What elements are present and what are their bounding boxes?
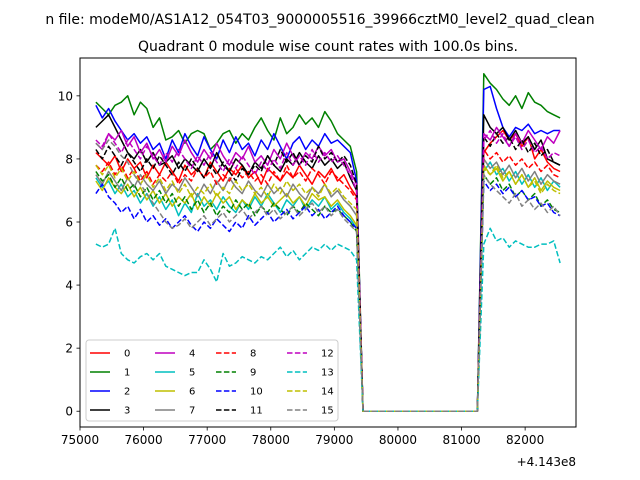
- x-tick-label: 82000: [506, 433, 544, 447]
- legend-label-12: 12: [321, 349, 334, 360]
- chart-title: Quadrant 0 module wise count rates with …: [138, 39, 518, 55]
- x-axis: 75000 76000 77000 78000 79000 80000 81000 82000: [61, 427, 544, 447]
- y-tick-label: 2: [65, 342, 73, 356]
- y-tick-label: 0: [65, 405, 73, 419]
- legend-label-6: 6: [189, 387, 195, 398]
- series-layer: [95, 73, 561, 412]
- legend-label-15: 15: [321, 406, 334, 417]
- x-tick-label: 80000: [379, 433, 417, 447]
- x-tick-label: 76000: [124, 433, 162, 447]
- legend-label-13: 13: [321, 368, 334, 379]
- legend-label-11: 11: [250, 406, 263, 417]
- x-tick-label: 77000: [188, 433, 226, 447]
- figure-suptitle: n file: modeM0/AS1A12_054T03_9000005516_…: [45, 12, 594, 28]
- y-tick-label: 8: [65, 152, 73, 166]
- legend-label-0: 0: [124, 349, 130, 360]
- y-tick-label: 10: [58, 89, 73, 103]
- x-tick-label: 75000: [61, 433, 99, 447]
- legend-label-7: 7: [189, 406, 195, 417]
- series-line-15: [95, 139, 561, 412]
- legend-label-4: 4: [189, 349, 195, 360]
- legend-label-2: 2: [124, 387, 130, 398]
- y-axis: 0 2 4 6 8 10: [58, 89, 80, 419]
- legend-label-14: 14: [321, 387, 334, 398]
- legend-label-1: 1: [124, 368, 130, 379]
- x-tick-label: 79000: [315, 433, 353, 447]
- legend-frame: [85, 339, 339, 422]
- legend-label-5: 5: [189, 368, 195, 379]
- y-tick-label: 4: [65, 279, 73, 293]
- y-tick-label: 6: [65, 216, 73, 230]
- legend-label-8: 8: [250, 349, 256, 360]
- legend-label-9: 9: [250, 368, 256, 379]
- x-offset-label: +4.143e8: [517, 455, 576, 469]
- x-tick-label: 81000: [442, 433, 480, 447]
- x-tick-label: 78000: [252, 433, 290, 447]
- series-line-13: [95, 227, 561, 412]
- plot-frame: [79, 57, 577, 428]
- legend-label-10: 10: [250, 387, 263, 398]
- legend-label-3: 3: [124, 406, 130, 417]
